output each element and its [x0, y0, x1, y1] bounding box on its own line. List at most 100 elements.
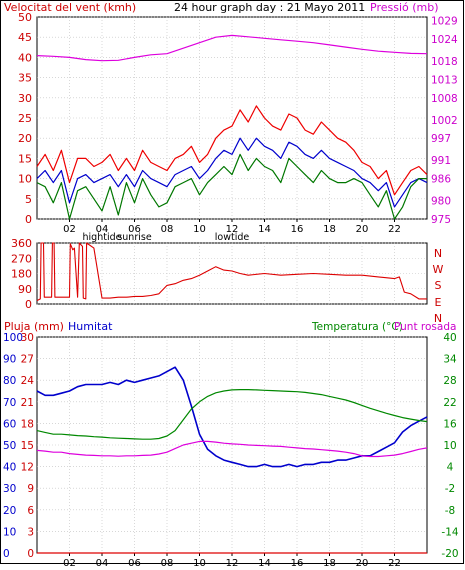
- wind_gust-line: [36, 105, 428, 196]
- humidity-tick-label: 20: [3, 505, 16, 517]
- compass-label: N: [434, 247, 442, 260]
- wind-tick-label: 5: [25, 193, 32, 206]
- humidity-tick-label: 90: [3, 354, 16, 366]
- humidity-tick-label: 60: [3, 418, 16, 430]
- x-tick-label: 08: [161, 558, 174, 566]
- wind-tick-label: 30: [18, 92, 32, 105]
- temperature-axis-label: Temperatura (°C): [311, 321, 403, 333]
- humidity-tick-label: 30: [3, 483, 16, 495]
- direction-tick-label: 0: [25, 298, 32, 311]
- rain-tick-label: 27: [21, 354, 34, 366]
- temperature-line: [36, 389, 428, 440]
- x-tick-label: 16: [291, 558, 304, 566]
- compass-label: N: [434, 312, 442, 325]
- x-tick-label: 22: [388, 224, 401, 235]
- pressure-tick-label: 1013: [431, 74, 458, 86]
- temperature-tick-label: -14: [441, 526, 458, 538]
- wind-tick-label: 50: [18, 11, 32, 24]
- rain-tick-label: 0: [27, 548, 34, 560]
- compass-label: E: [435, 296, 442, 309]
- x-annotation: hightide: [83, 232, 122, 243]
- pressure-tick-label: 980: [431, 196, 451, 208]
- temperature-tick-label: -8: [445, 505, 455, 517]
- temperature-tick-label: 16: [443, 418, 457, 430]
- rain-tick-label: 21: [21, 397, 34, 409]
- chart-title: 24 hour graph day : 21 Mayo 2011: [174, 1, 365, 14]
- temperature-tick-label: 22: [443, 397, 456, 409]
- x-tick-label: 04: [96, 224, 109, 235]
- x-tick-label: 04: [96, 558, 109, 566]
- rain-tick-label: 24: [21, 375, 35, 387]
- wind-tick-label: 35: [18, 72, 32, 85]
- x-tick-label: 18: [323, 558, 336, 566]
- wind_low-line: [36, 153, 427, 220]
- x-annotation: lowtide: [215, 232, 250, 243]
- direction-tick-label: 360: [11, 237, 32, 250]
- wind-tick-label: 15: [18, 152, 32, 165]
- humidity-tick-label: 10: [3, 526, 16, 538]
- rain-tick-label: 15: [21, 440, 34, 452]
- rain-tick-label: 9: [27, 483, 34, 495]
- dewpoint-axis-label: Punt rosada: [394, 321, 456, 333]
- rain-tick-label: 18: [21, 418, 34, 430]
- x-tick-label: 20: [356, 558, 369, 566]
- x-tick-label: 18: [323, 224, 336, 235]
- temperature-tick-label: -20: [441, 548, 458, 560]
- rain-tick-label: 3: [27, 526, 34, 538]
- x-tick-label: 02: [63, 224, 76, 235]
- pressure-tick-label: 1024: [431, 34, 458, 46]
- humidity-axis-label: Humitat: [68, 320, 113, 333]
- x-tick-label: 16: [291, 224, 304, 235]
- wind_avg-line: [36, 137, 428, 208]
- temperature-tick-label: 4: [447, 462, 454, 474]
- pressure-tick-label: 986: [431, 174, 451, 186]
- x-tick-label: 22: [388, 558, 401, 566]
- wind-axis-label: Velocitat del vent (kmh): [4, 1, 136, 14]
- humidity-tick-label: 100: [3, 332, 23, 344]
- rain-axis-label: Pluja (mm): [4, 320, 64, 333]
- x-tick-label: 14: [258, 224, 271, 235]
- humidity-tick-label: 70: [3, 397, 16, 409]
- pressure-tick-label: 1008: [431, 93, 458, 105]
- wind-tick-label: 0: [25, 213, 32, 226]
- humidity-tick-label: 50: [3, 440, 16, 452]
- compass-label: W: [433, 263, 444, 276]
- pressure-tick-label: 997: [431, 133, 451, 145]
- x-tick-label: 20: [356, 224, 369, 235]
- pressure-axis-label: Pressió (mb): [370, 1, 439, 14]
- dewpoint-line: [36, 440, 428, 458]
- direction-tick-label: 180: [11, 268, 32, 281]
- temperature-tick-label: 28: [443, 375, 456, 387]
- temperature-tick-label: 40: [443, 332, 456, 344]
- temperature-tick-label: -2: [445, 483, 455, 495]
- direction-line: [36, 242, 427, 302]
- chart-layer: 0510152025303540455097598098699199710021…: [3, 11, 459, 570]
- wind-tick-label: 10: [18, 173, 32, 186]
- pressure-tick-label: 1018: [431, 56, 458, 68]
- pressure-tick-label: 975: [431, 214, 451, 226]
- direction-tick-label: 90: [18, 283, 32, 296]
- temperature-tick-label: 34: [443, 354, 457, 366]
- wind-tick-label: 20: [18, 132, 32, 145]
- humidity-tick-label: 0: [3, 548, 10, 560]
- rain-tick-label: 6: [27, 505, 34, 517]
- temperature-tick-label: 10: [443, 440, 456, 452]
- x-annotation: sunrise: [117, 232, 151, 243]
- x-tick-label: 08: [161, 224, 174, 235]
- x-tick-label: 10: [193, 558, 206, 566]
- pressure-line: [36, 34, 428, 62]
- x-tick-label: 12: [226, 558, 239, 566]
- x-tick-label: 02: [63, 558, 76, 566]
- wind-tick-label: 45: [18, 31, 32, 44]
- wind-tick-label: 25: [18, 112, 32, 125]
- humidity-tick-label: 40: [3, 462, 16, 474]
- x-tick-label: 14: [258, 558, 271, 566]
- pressure-tick-label: 1029: [431, 16, 458, 28]
- x-tick-label: 10: [193, 224, 206, 235]
- pressure-tick-label: 991: [431, 155, 451, 167]
- x-tick-label: 06: [128, 558, 141, 566]
- direction-tick-label: 270: [11, 252, 32, 265]
